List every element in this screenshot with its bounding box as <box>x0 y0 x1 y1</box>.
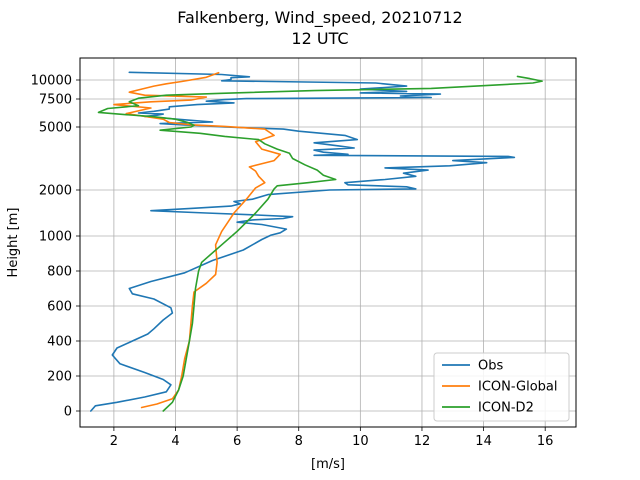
x-tick-label: 6 <box>233 434 241 449</box>
chart-subtitle: 12 UTC <box>291 29 349 48</box>
legend: Obs ICON-Global ICON-D2 <box>433 352 570 422</box>
legend-label: ICON-D2 <box>478 401 534 416</box>
x-tick-label: 4 <box>171 434 179 449</box>
series-lines <box>90 71 543 412</box>
y-tick-label: 5000 <box>39 121 72 136</box>
y-tick-label: 10000 <box>31 74 72 89</box>
y-tick-label: 800 <box>47 265 72 280</box>
y-axis-label: Height [m] <box>6 208 21 278</box>
plot-frame <box>79 57 577 428</box>
series-line-icon-d2 <box>97 75 543 412</box>
y-tick-label: 0 <box>64 405 72 420</box>
y-tick-label: 1000 <box>39 230 72 245</box>
chart-title: Falkenberg, Wind_speed, 20210712 <box>177 8 463 27</box>
y-tick-label: 7500 <box>39 93 72 108</box>
y-tick-label: 600 <box>47 300 72 315</box>
series-line-icon-global <box>113 71 282 409</box>
x-tick-label: 8 <box>295 434 303 449</box>
axis-ticks: 2 4 6 8 10 12 14 16 0 200 400 600 800 1000 2000 5000 750… <box>31 74 554 450</box>
legend-label: ICON-Global <box>478 380 558 395</box>
legend-box <box>433 352 570 422</box>
x-tick-label: 14 <box>475 434 492 449</box>
x-tick-label: 16 <box>537 434 554 449</box>
x-tick-label: 2 <box>110 434 118 449</box>
x-tick-label: 12 <box>414 434 431 449</box>
legend-label: Obs <box>478 359 503 374</box>
y-tick-label: 400 <box>47 335 72 350</box>
y-tick-label: 200 <box>47 370 72 385</box>
series-line-obs <box>90 71 516 412</box>
x-tick-label: 10 <box>352 434 369 449</box>
y-tick-label: 2000 <box>39 184 72 199</box>
x-axis-label: [m/s] <box>311 457 345 472</box>
